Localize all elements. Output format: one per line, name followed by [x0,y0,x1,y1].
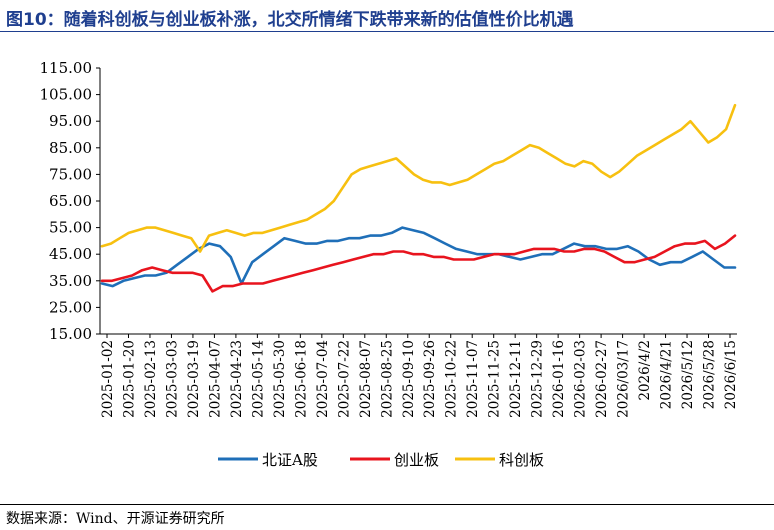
x-tick-label: 2026-01-16 [551,340,567,418]
x-tick-label: 2025-12-11 [508,340,524,418]
source-note: 数据来源：Wind、开源证券研究所 [6,511,225,527]
chart-legend: 北证A股 创业板 科创板 [218,451,544,469]
y-tick-label: 55.00 [49,219,92,237]
figure-title: 图10：随着科创板与创业板补涨，北交所情绪下跌带来新的估值性价比机遇 [6,10,574,30]
x-tick-label: 2026/4/21 [659,340,675,409]
x-tick-label: 2025-09-26 [422,340,438,418]
series-line-1 [100,234,737,293]
x-tick-label: 2025-06-18 [293,340,309,418]
x-tick-label: 2025-02-13 [143,340,159,418]
y-tick-label: 105.00 [40,86,93,104]
x-tick-label: 2025-07-22 [336,340,352,418]
x-tick-label: 2025-01-02 [100,340,116,418]
x-tick-label: 2026/6/15 [723,340,739,409]
x-tick-label: 2025-03-03 [164,340,180,418]
y-tick-label: 15.00 [49,325,92,343]
line-chart: 115.00 105.00 95.00 85.00 75.00 65.00 55.00 45.… [40,59,740,469]
x-tick-label: 2025-04-07 [207,340,223,418]
x-tick-label: 2026-02-27 [594,340,610,418]
x-tick-label: 2025-05-14 [250,340,266,418]
x-tick-label: 2025-03-19 [186,340,202,418]
x-tick-label: 2025-09-10 [401,340,417,418]
x-tick-label: 2025-12-29 [530,340,546,418]
source-rule [0,504,774,505]
y-tick-labels: 115.00 105.00 95.00 85.00 75.00 65.00 55.00 45.… [40,59,93,343]
chart-axes [96,67,737,338]
x-tick-label: 2025-10-22 [444,340,460,418]
x-tick-label: 2026/4/2 [637,340,653,401]
y-tick-label: 95.00 [49,112,92,130]
x-tick-label: 2025-05-30 [272,340,288,418]
series-line-2 [100,103,737,253]
y-tick-label: 85.00 [49,139,92,157]
x-tick-label: 2025-11-25 [487,340,503,418]
x-tick-label: 2025-01-20 [121,340,137,418]
x-tick-label: 2026/5/28 [702,340,718,409]
y-tick-label: 65.00 [49,192,92,210]
x-tick-label: 2026-02-03 [573,340,589,418]
x-tick-label: 2026/03/17 [616,340,632,418]
y-tick-label: 35.00 [49,272,92,290]
y-tick-label: 115.00 [40,59,93,77]
y-tick-label: 75.00 [49,165,92,183]
legend-label-1: 创业板 [394,451,439,469]
series-line-0 [100,226,737,288]
x-tick-label: 2025-11-07 [465,340,481,418]
series-lines [100,103,737,293]
legend-label-0: 北证A股 [262,451,318,469]
x-tick-label: 2025-08-25 [379,340,395,418]
y-tick-label: 45.00 [49,245,92,263]
x-tick-label: 2025-04-23 [229,340,245,418]
y-tick-label: 25.00 [49,298,92,316]
x-tick-label: 2025-08-07 [358,340,374,418]
x-tick-label: 2026/5/12 [680,340,696,409]
legend-label-2: 科创板 [499,451,544,469]
x-tick-label: 2025-07-04 [315,340,331,418]
title-rule [0,31,774,32]
x-tick-labels: 2025-01-02 2025-01-20 2025-02-13 2025-03-03… [100,340,739,418]
